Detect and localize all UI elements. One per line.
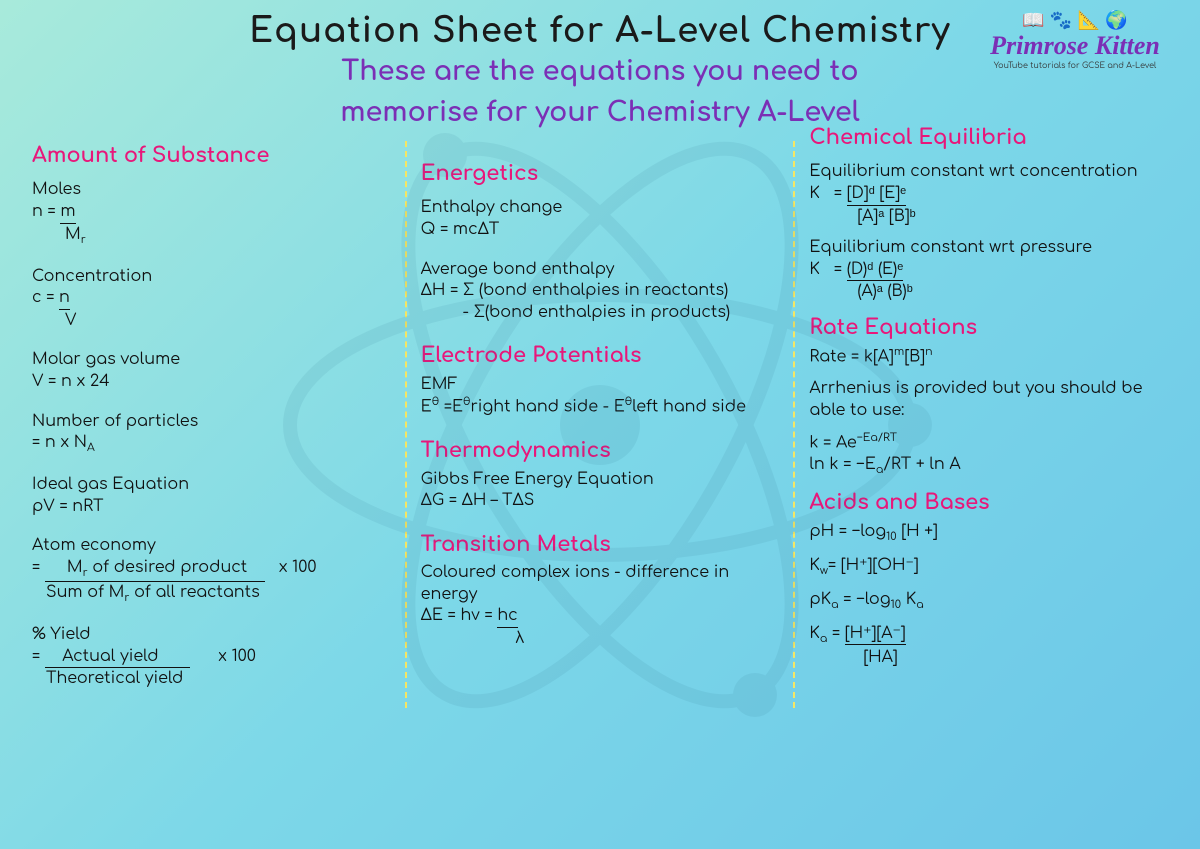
kp-label: Equilibrium constant wrt pressure (809, 237, 1168, 259)
mgv-label: Molar gas volume (32, 349, 391, 371)
subtitle-line1: These are the equations you need to (341, 57, 858, 87)
yield-x100: x 100 (218, 647, 256, 665)
eq-concentration: Concentration c = n V (32, 266, 391, 332)
brand-logo: 📖 🐾 📐 🌍 Primrose Kitten YouTube tutorial… (965, 10, 1185, 70)
abe-eq2: - Σ(bond enthalpies in products) (421, 302, 780, 324)
kc-den: [A]ᵃ [B]ᵇ (809, 206, 1168, 228)
moles-num: m (60, 201, 75, 224)
heading-transition-metals: Transition Metals (421, 530, 780, 558)
abe-label: Average bond enthalpy (421, 259, 780, 281)
ige-label: Ideal gas Equation (32, 474, 391, 496)
eq-enthalpy-change: Enthalpy change Q = mcΔT (421, 197, 780, 240)
eq-molar-gas-volume: Molar gas volume V = n x 24 (32, 349, 391, 392)
enth-label: Enthalpy change (421, 197, 780, 219)
logo-tagline: YouTube tutorials for GCSE and A-Level (965, 61, 1185, 70)
kc-num: [D]ᵈ [E]ᵉ (847, 183, 906, 206)
eq-gibbs: Gibbs Free Energy Equation ΔG = ΔH – TΔS (421, 469, 780, 512)
enth-eq: Q = mcΔT (421, 219, 780, 241)
column-right: Chemical Equilibria Equilibrium constant… (795, 141, 1182, 708)
kp-den: (A)ᵃ (B)ᵇ (809, 281, 1168, 303)
arrhenius-note: Arrhenius is provided but you should be … (809, 378, 1168, 421)
gibbs-label: Gibbs Free Energy Equation (421, 469, 780, 491)
heading-rate-equations: Rate Equations (809, 313, 1168, 341)
heading-electrode-potentials: Electrode Potentials (421, 341, 780, 369)
eq-kc: Equilibrium constant wrt concentration K… (809, 161, 1168, 227)
emf-label: EMF (421, 374, 780, 396)
conc-den: V (32, 310, 391, 332)
heading-amount-of-substance: Amount of Substance (32, 141, 391, 169)
ae-den: Sum of Mr of all reactants (32, 582, 391, 606)
subtitle-line2: memorise for your Chemistry A-Level (340, 98, 860, 128)
eq-arrhenius: k = Ae−Ea/RT ln k = −Ea/RT + ln A (809, 431, 1168, 478)
eq-emf: EMF Eθ =Eθright hand side - Eθleft hand … (421, 374, 780, 419)
tm-lhs: ΔE = hν = (421, 606, 498, 624)
ae-num: Mr of desired product (45, 557, 265, 582)
conc-num: n (59, 287, 70, 310)
eq-pka: pKa = −log10 Ka (809, 589, 1168, 613)
eq-rate: Rate = k[A]m[B]n (809, 345, 1168, 368)
eq-ideal-gas: Ideal gas Equation pV = nRT (32, 474, 391, 517)
conc-lhs: c = (32, 288, 59, 306)
yield-label: % Yield (32, 624, 391, 646)
arrhenius-ln: ln k = −Ea/RT + ln A (809, 454, 1168, 478)
np-label: Number of particles (32, 411, 391, 433)
tm-num: hc (497, 605, 517, 628)
heading-acids-bases: Acids and Bases (809, 488, 1168, 516)
logo-brand: Primrose Kitten (965, 31, 1185, 61)
abe-eq1: ΔH = Σ (bond enthalpies in reactants) (421, 280, 780, 302)
eq-atom-economy: Atom economy = Mr of desired product x 1… (32, 535, 391, 606)
eq-number-particles: Number of particles = n x NA (32, 411, 391, 457)
moles-lhs: n = (32, 202, 60, 220)
kp-lhs: K = (809, 260, 846, 278)
eq-moles: Moles n = m Mr (32, 179, 391, 247)
heading-thermodynamics: Thermodynamics (421, 436, 780, 464)
yield-den: Theoretical yield (32, 668, 391, 690)
eq-avg-bond-enthalpy: Average bond enthalpy ΔH = Σ (bond entha… (421, 259, 780, 324)
conc-label: Concentration (32, 266, 391, 288)
column-left: Amount of Substance Moles n = m Mr Conce… (18, 141, 405, 708)
ka-num: [H⁺][A⁻] (845, 623, 906, 646)
gibbs-eq: ΔG = ΔH – TΔS (421, 490, 780, 512)
moles-label: Moles (32, 179, 391, 201)
ige-eq: pV = nRT (32, 496, 391, 518)
tm-label: Coloured complex ions - difference in en… (421, 562, 780, 605)
kp-num: (D)ᵈ (E)ᵉ (847, 259, 903, 282)
tm-den: λ (421, 628, 780, 650)
yield-num: Actual yield (45, 646, 190, 669)
mgv-eq: V = n x 24 (32, 371, 391, 393)
eq-kp: Equilibrium constant wrt pressure K = (D… (809, 237, 1168, 303)
column-middle: Energetics Enthalpy change Q = mcΔT Aver… (405, 141, 796, 708)
eq-ka: Ka = [H⁺][A⁻] [HA] (809, 623, 1168, 669)
eq-complex-ions: Coloured complex ions - difference in en… (421, 562, 780, 649)
ka-den: [HA] (809, 647, 1168, 669)
eq-ph: pH = −log10 [H +] (809, 521, 1168, 545)
logo-icons: 📖 🐾 📐 🌍 (965, 10, 1185, 31)
eq-kw: Kw= [H⁺][OH⁻] (809, 555, 1168, 579)
eq-percent-yield: % Yield = Actual yield x 100 Theoretical… (32, 624, 391, 690)
kc-label: Equilibrium constant wrt concentration (809, 161, 1168, 183)
ae-label: Atom economy (32, 535, 391, 557)
np-eq: = n x N (32, 433, 87, 451)
heading-energetics: Energetics (421, 159, 780, 187)
moles-den: Mr (65, 225, 86, 243)
np-sub: A (87, 441, 95, 454)
kc-lhs: K = (809, 184, 846, 202)
ae-x100: x 100 (279, 558, 317, 576)
